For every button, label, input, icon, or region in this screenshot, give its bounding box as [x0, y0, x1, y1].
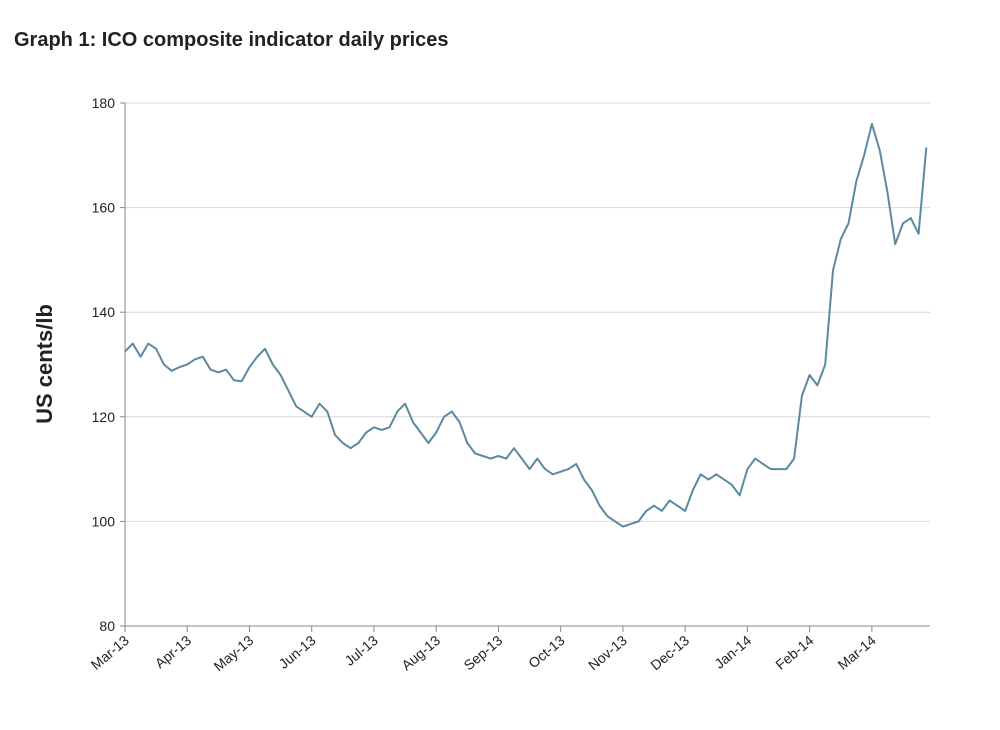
x-tick-label: May-13 — [210, 632, 256, 674]
y-tick-label: 180 — [92, 95, 116, 111]
x-tick-label: Sep-13 — [460, 632, 505, 673]
x-tick-label: Feb-14 — [772, 632, 816, 673]
x-tick-label: Oct-13 — [525, 632, 568, 671]
x-tick-label: Apr-13 — [152, 632, 195, 671]
chart-title: Graph 1: ICO composite indicator daily p… — [14, 29, 449, 51]
y-tick-label: 160 — [92, 200, 116, 216]
y-tick-label: 140 — [92, 304, 116, 320]
y-tick-label: 80 — [99, 618, 115, 634]
x-tick-label: Jun-13 — [276, 632, 319, 672]
x-tick-label: Nov-13 — [585, 632, 630, 673]
y-axis-title: US cents/lb — [32, 304, 57, 424]
y-tick-label: 120 — [92, 409, 116, 425]
x-tick-label: Mar-13 — [88, 632, 132, 673]
x-tick-label: Aug-13 — [398, 632, 443, 673]
x-tick-label: Mar-14 — [835, 632, 879, 673]
price-line — [124, 122, 928, 528]
x-tick-label: Jan-14 — [711, 632, 754, 672]
x-tick-label: Jul-13 — [341, 632, 381, 669]
y-tick-label: 100 — [92, 513, 116, 529]
x-tick-label: Dec-13 — [647, 632, 692, 673]
